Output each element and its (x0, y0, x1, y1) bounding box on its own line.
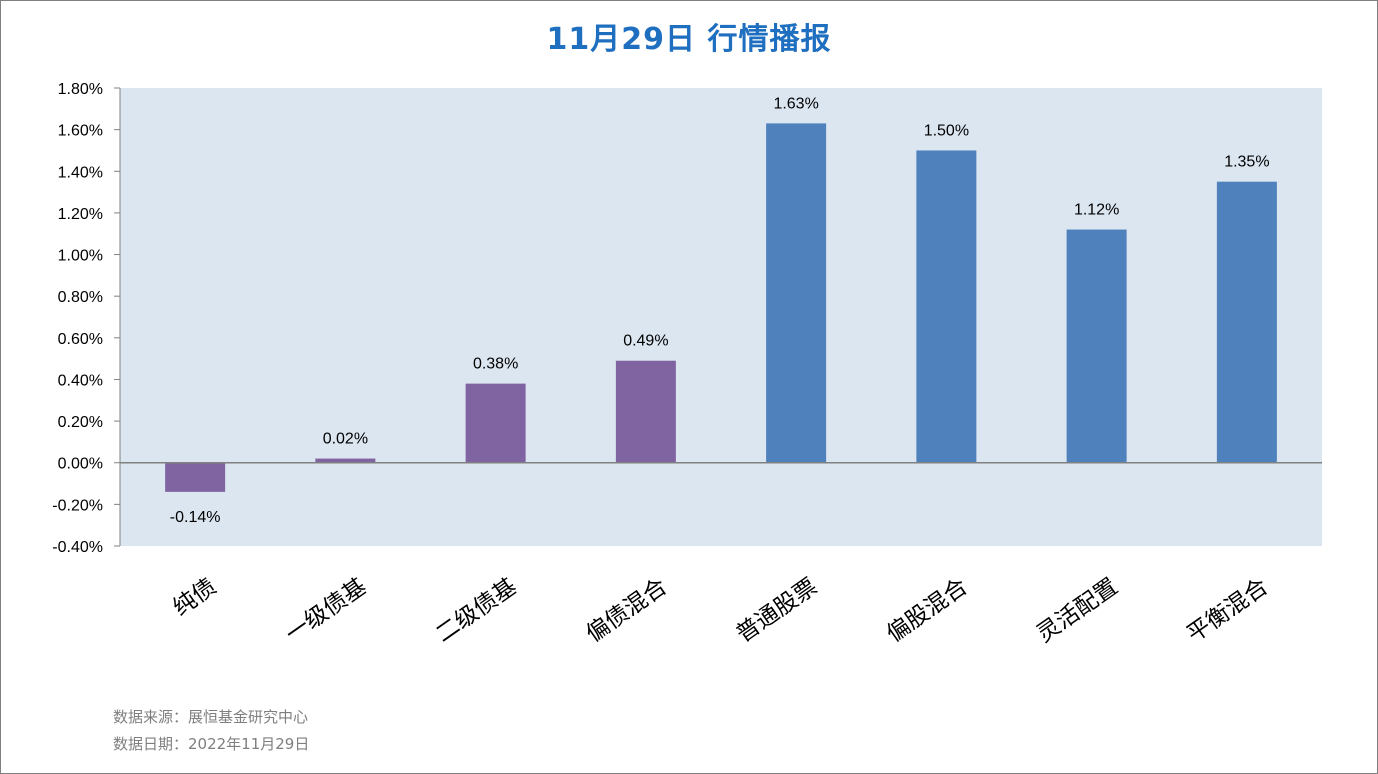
category-label: 偏股混合 (882, 574, 972, 648)
bar-3 (465, 383, 526, 463)
bar-7 (1066, 229, 1127, 463)
data-label: 0.38% (473, 356, 518, 373)
y-axis-ticks: -0.40% -0.20% 0.00% 0.20% 0.40% 0.60% 0.80% 1.0… (52, 81, 120, 556)
y-tick-label: -0.20% (52, 497, 103, 514)
bar-4 (615, 360, 676, 463)
y-tick-label: 1.60% (58, 123, 103, 140)
data-source-note: 数据来源：展恒基金研究中心 (113, 708, 309, 726)
y-tick-label: 1.80% (58, 81, 103, 98)
y-tick-label: 0.40% (58, 372, 103, 389)
y-tick-label: 1.20% (58, 206, 103, 223)
bar-2 (315, 458, 376, 463)
bar-6 (916, 150, 977, 463)
bar-1 (165, 462, 226, 492)
category-label: 一级债基 (281, 574, 371, 648)
data-label: 1.12% (1074, 202, 1119, 219)
category-label: 二级债基 (431, 574, 521, 648)
y-tick-label: 0.20% (58, 414, 103, 431)
category-label: 平衡混合 (1183, 574, 1273, 648)
data-labels: -0.14% 0.02% 0.38% 0.49% 1.63% 1.50% 1.12% 1.35… (170, 95, 1270, 525)
y-tick-label: 0.80% (58, 289, 103, 306)
bars (165, 123, 1277, 492)
data-label: 1.35% (1224, 154, 1269, 171)
category-labels: 纯债 一级债基 二级债基 偏债混合 普通股票 偏股混合 灵活配置 平衡混合 (169, 574, 1273, 648)
category-label: 偏债混合 (582, 574, 672, 648)
y-tick-label: 0.00% (58, 456, 103, 473)
y-tick-label: 0.60% (58, 331, 103, 348)
chart-title: 11月29日 行情播报 (546, 22, 832, 57)
plot-area (120, 88, 1322, 546)
data-label: 1.63% (773, 95, 818, 112)
data-label: -0.14% (170, 509, 221, 526)
data-label: 1.50% (924, 122, 969, 139)
category-label: 纯债 (169, 574, 222, 622)
category-label: 灵活配置 (1032, 574, 1122, 648)
data-label: 0.49% (623, 333, 668, 350)
category-label: 普通股票 (732, 574, 822, 648)
data-label: 0.02% (323, 431, 368, 448)
y-tick-label: 1.00% (58, 248, 103, 265)
y-tick-label: -0.40% (52, 539, 103, 556)
bar-8 (1216, 181, 1277, 463)
data-date-note: 数据日期：2022年11月29日 (113, 735, 310, 753)
y-tick-label: 1.40% (58, 164, 103, 181)
bar-5 (766, 123, 827, 463)
